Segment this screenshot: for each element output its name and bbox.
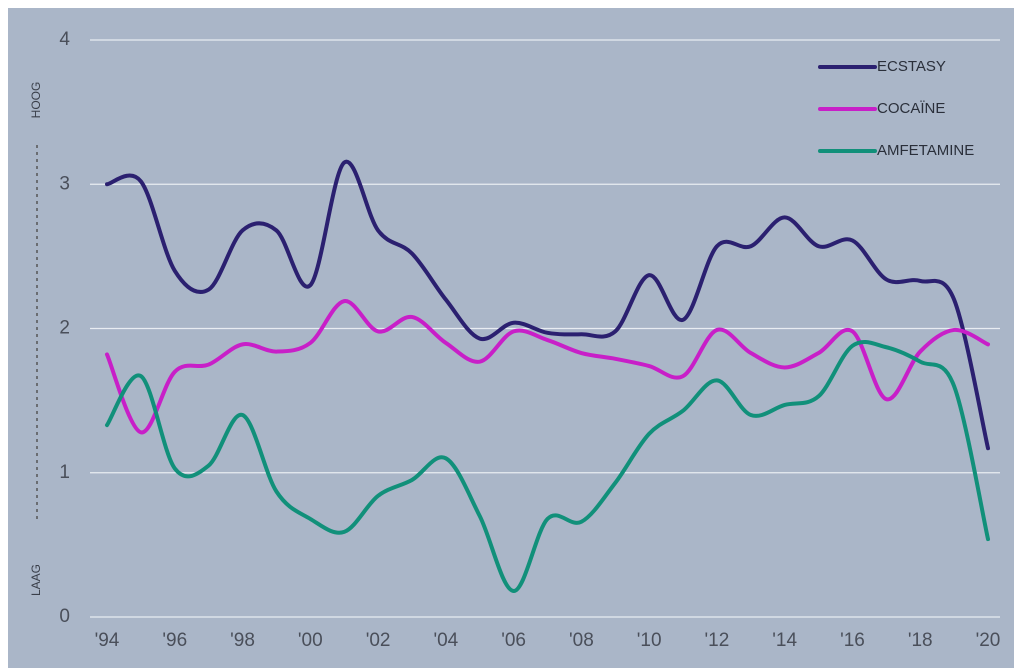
x-tick-label: '98 bbox=[230, 630, 255, 651]
x-tick-label: '94 bbox=[95, 630, 120, 651]
x-tick-label: '12 bbox=[705, 630, 730, 651]
y-tick-label: 3 bbox=[59, 173, 70, 194]
x-tick-label: '02 bbox=[366, 630, 391, 651]
x-tick-label: '10 bbox=[637, 630, 662, 651]
y-tick-label: 2 bbox=[59, 318, 70, 339]
series-line bbox=[105, 339, 990, 594]
x-tick-label: '14 bbox=[772, 630, 797, 651]
low-label: LAAG bbox=[29, 564, 43, 596]
x-tick-label: '00 bbox=[298, 630, 323, 651]
legend-label: COCAÏNE bbox=[877, 100, 945, 117]
legend-label: ECSTASY bbox=[877, 58, 946, 75]
x-tick-label: '06 bbox=[501, 630, 526, 651]
x-tick-label: '04 bbox=[433, 630, 458, 651]
series-line bbox=[105, 299, 990, 435]
x-tick-label: '20 bbox=[976, 630, 1001, 651]
legend-label: AMFETAMINE bbox=[877, 142, 974, 159]
x-tick-label: '18 bbox=[908, 630, 933, 651]
high-label: HOOG bbox=[29, 82, 43, 119]
y-tick-label: 4 bbox=[59, 29, 70, 50]
x-tick-label: '16 bbox=[840, 630, 865, 651]
y-tick-label: 1 bbox=[59, 462, 70, 483]
plot-background bbox=[8, 8, 1014, 668]
series-line bbox=[105, 159, 990, 451]
x-tick-label: '08 bbox=[569, 630, 594, 651]
y-tick-label: 0 bbox=[59, 606, 70, 627]
x-tick-label: '96 bbox=[162, 630, 187, 651]
